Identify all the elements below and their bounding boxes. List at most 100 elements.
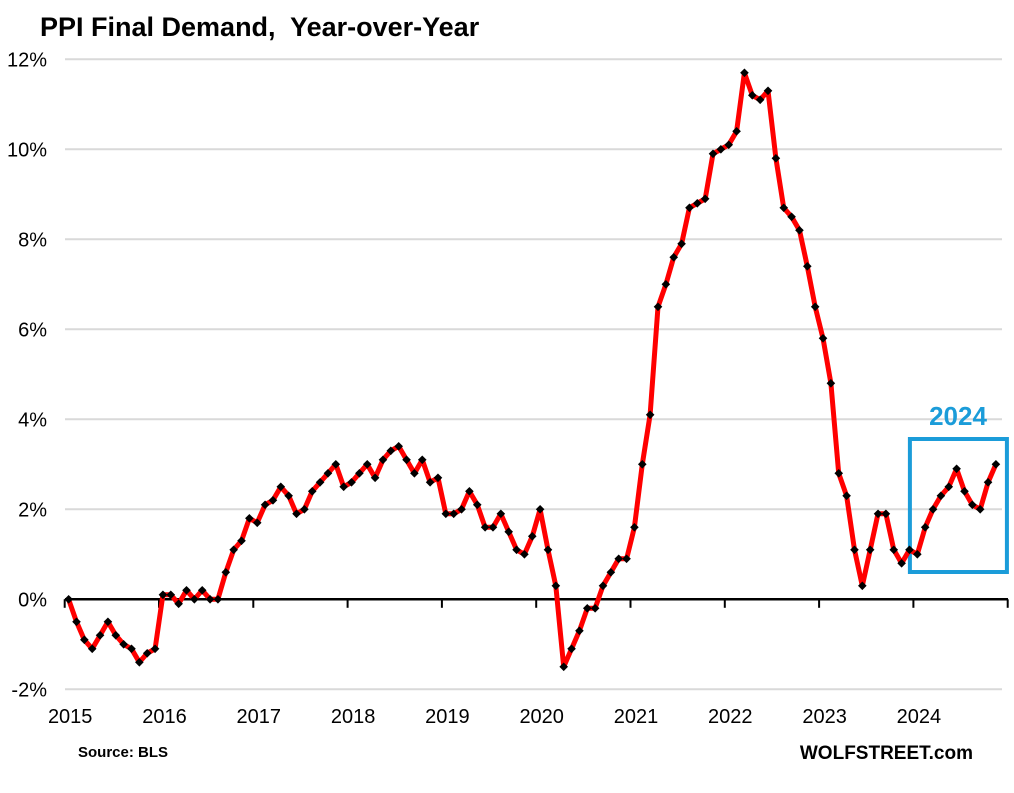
chart-title: PPI Final Demand, Year-over-Year: [40, 12, 480, 42]
source-label: Source: BLS: [78, 744, 169, 761]
data-point-marker: [472, 500, 482, 510]
data-point-marker: [457, 505, 466, 514]
data-point-marker: [504, 527, 513, 537]
data-point-marker: [197, 586, 207, 595]
data-point-marker: [268, 496, 278, 505]
data-point-marker: [111, 631, 121, 640]
data-point-marker: [873, 509, 883, 519]
data-point-marker: [512, 545, 521, 555]
data-point-marker: [221, 568, 231, 577]
y-axis-tick-label: 10%: [7, 139, 47, 161]
data-point-marker: [968, 500, 977, 510]
data-point-marker: [803, 262, 812, 271]
data-point-marker: [551, 581, 561, 591]
highlight-2024-label: 2024: [929, 401, 987, 431]
data-point-marker: [669, 253, 679, 262]
data-point-marker: [535, 505, 545, 514]
data-point-marker: [205, 595, 215, 604]
data-point-marker: [300, 505, 309, 514]
data-point-marker: [700, 194, 710, 204]
data-point-marker: [622, 554, 631, 564]
x-axis-year-label: 2018: [331, 706, 376, 728]
data-point-marker: [520, 550, 529, 559]
data-point-marker: [975, 505, 985, 514]
data-point-marker: [936, 491, 946, 501]
data-point-marker: [920, 523, 930, 532]
y-axis-tick-label: 12%: [7, 49, 47, 71]
x-axis-year-label: 2024: [897, 706, 942, 728]
data-point-marker: [103, 617, 113, 627]
data-point-marker: [370, 473, 380, 483]
ppi-series-line: [66, 70, 999, 670]
data-point-marker: [991, 460, 1001, 469]
data-point-marker: [362, 460, 372, 469]
data-point-marker: [881, 509, 891, 519]
y-axis-tick-label: -2%: [11, 679, 47, 701]
data-point-marker: [402, 455, 411, 465]
data-point-marker: [630, 523, 639, 532]
data-point-marker: [315, 478, 325, 487]
data-point-marker: [755, 95, 765, 105]
data-point-marker: [575, 626, 584, 636]
data-point-marker: [378, 455, 388, 465]
x-axis-year-label: 2020: [519, 706, 564, 728]
data-point-marker: [913, 550, 922, 559]
data-point-marker: [582, 604, 592, 613]
data-point-marker: [810, 302, 820, 312]
data-point-marker: [983, 478, 993, 487]
data-point-marker: [897, 559, 906, 568]
data-point-marker: [276, 482, 286, 492]
data-point-marker: [795, 226, 804, 235]
highlight-box-2024: [907, 437, 1009, 574]
data-point-marker: [80, 635, 89, 645]
data-point-marker: [818, 334, 828, 343]
y-axis-tick-label: 2%: [18, 499, 47, 521]
data-point-marker: [72, 617, 81, 627]
data-point-marker: [252, 518, 262, 528]
data-point-marker: [135, 658, 144, 667]
data-point-marker: [158, 590, 168, 600]
data-point-marker: [465, 487, 474, 496]
data-point-marker: [771, 154, 781, 163]
data-point-marker: [708, 149, 718, 159]
data-point-marker: [724, 140, 734, 150]
data-point-marker: [355, 469, 364, 478]
data-point-marker: [190, 595, 199, 604]
data-point-marker: [661, 280, 671, 289]
data-point-marker: [307, 487, 317, 496]
x-axis-year-label: 2019: [425, 706, 470, 728]
data-point-marker: [64, 595, 73, 604]
data-point-marker: [394, 442, 403, 451]
data-point-marker: [637, 460, 647, 469]
data-point-marker: [905, 545, 914, 555]
data-point-marker: [386, 446, 396, 456]
data-point-marker: [417, 455, 427, 465]
data-point-marker: [292, 509, 301, 519]
data-point-marker: [410, 469, 419, 478]
x-axis-year-label: 2022: [708, 706, 753, 728]
data-point-marker: [347, 478, 356, 487]
data-point-marker: [166, 590, 176, 600]
data-point-marker: [245, 514, 254, 523]
data-point-marker: [488, 523, 498, 532]
data-point-marker: [834, 469, 844, 478]
data-point-marker: [142, 649, 152, 658]
data-point-marker: [692, 199, 702, 208]
y-axis-tick-label: 0%: [18, 589, 47, 611]
data-point-marker: [740, 68, 749, 78]
x-axis-year-label: 2017: [237, 706, 282, 728]
data-point-marker: [826, 379, 836, 388]
x-axis-year-label: 2023: [802, 706, 847, 728]
data-point-marker: [87, 644, 97, 654]
data-point-marker: [237, 536, 246, 546]
data-point-marker: [748, 91, 757, 100]
data-point-marker: [716, 145, 726, 154]
data-point-marker: [645, 410, 655, 420]
data-point-marker: [449, 509, 458, 519]
data-point-marker: [685, 203, 694, 213]
data-point-marker: [260, 500, 270, 510]
data-point-marker: [614, 554, 624, 564]
data-point-marker: [889, 545, 899, 555]
data-point-marker: [598, 581, 608, 591]
